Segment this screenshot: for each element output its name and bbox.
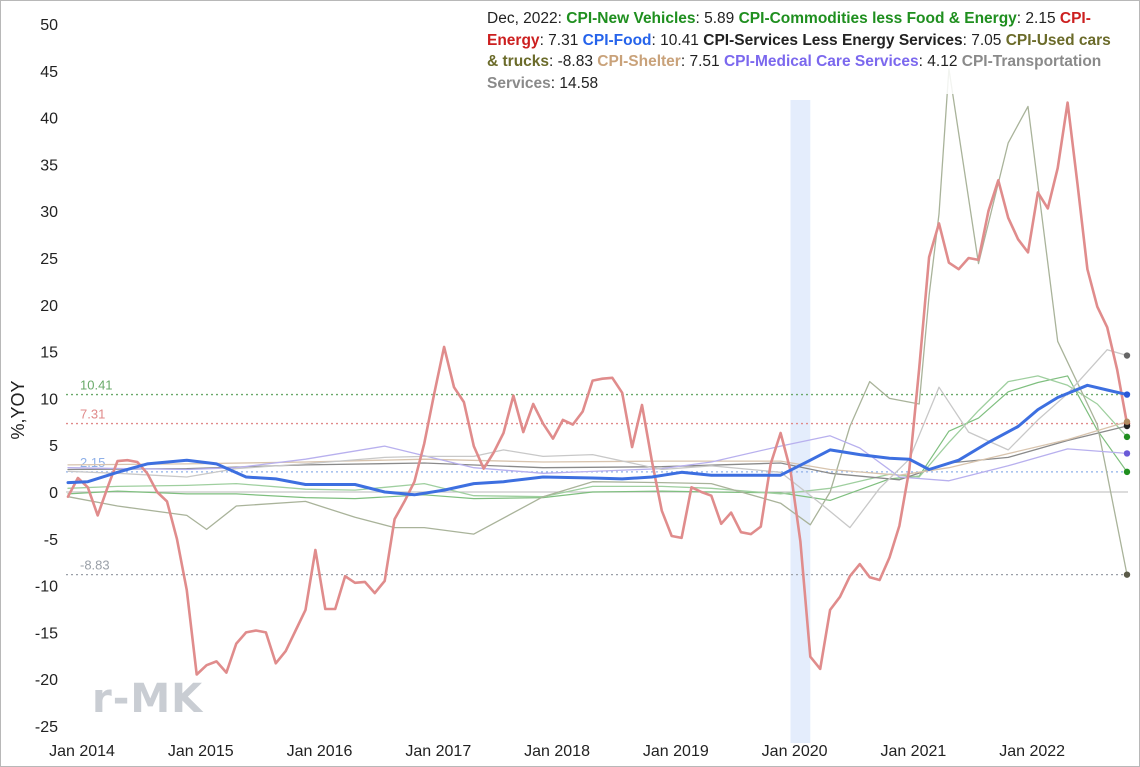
y-tick-label: 10 <box>40 391 58 408</box>
legend-date: Dec, 2022: <box>487 10 567 27</box>
legend-value-cpi-commodities-less-food-energy: : 2.15 <box>1016 10 1060 27</box>
legend-value-cpi-medical-care-services: : 4.12 <box>918 53 962 70</box>
x-tick-label: Jan 2022 <box>999 743 1065 760</box>
x-tick-label: Jan 2021 <box>880 743 946 760</box>
legend-name-cpi-new-vehicles: CPI-New Vehicles <box>566 10 696 27</box>
x-tick-label: Jan 2018 <box>524 743 590 760</box>
reference-line-label: 10.41 <box>80 378 113 393</box>
y-tick-label: -10 <box>35 579 58 596</box>
series-line-cpi-services-less-energy-services[interactable] <box>67 425 1128 481</box>
y-tick-label: 25 <box>40 251 58 268</box>
y-tick-label: 45 <box>40 64 58 81</box>
y-tick-label: -15 <box>35 625 58 642</box>
legend-name-cpi-food: CPI-Food <box>582 31 652 49</box>
legend-value-cpi-new-vehicles: : 5.89 <box>695 10 739 27</box>
legend-name-cpi-medical-care-services: CPI-Medical Care Services <box>723 53 919 70</box>
legend-value-cpi-transportation-services: : 14.58 <box>550 74 599 92</box>
y-tick-label: 0 <box>49 485 58 502</box>
y-tick-label: 30 <box>40 204 58 221</box>
y-tick-label: -25 <box>35 719 58 736</box>
y-tick-label: -20 <box>35 672 58 689</box>
x-tick-label: Jan 2015 <box>168 743 234 760</box>
y-tick-label: 5 <box>49 438 58 455</box>
series-end-marker-cpi-used-cars-trucks[interactable] <box>1123 571 1131 578</box>
legend-name-cpi-shelter: CPI-Shelter <box>597 53 681 70</box>
reference-line-label: 7.31 <box>80 407 105 422</box>
y-axis-label: %,YOY <box>8 380 28 439</box>
legend-name-cpi-services-less-energy-services: CPI-Services Less Energy Services <box>703 31 963 49</box>
series-line-cpi-new-vehicles[interactable] <box>67 375 1128 498</box>
series-end-marker-cpi-new-vehicles[interactable] <box>1123 433 1131 441</box>
reference-line-label: -8.83 <box>80 558 110 573</box>
y-tick-label: 20 <box>40 298 58 315</box>
x-tick-label: Jan 2020 <box>762 743 828 760</box>
legend-name-cpi-transportation-services: CPI-Transportation Services <box>487 53 1102 92</box>
x-tick-label: Jan 2016 <box>287 743 353 760</box>
legend-name-cpi-used-cars-trucks: CPI-Used cars & trucks <box>487 31 1111 71</box>
legend-value-cpi-services-less-energy-services: : 7.05 <box>962 31 1006 49</box>
x-tick-label: Jan 2014 <box>49 743 115 760</box>
x-tick-label: Jan 2017 <box>405 743 471 760</box>
y-tick-label: 35 <box>40 157 58 174</box>
legend-name-cpi-energy: CPI-Energy <box>487 10 1091 49</box>
chart-legend: Dec, 2022: CPI-New Vehicles: 5.89 CPI-Co… <box>487 8 1117 94</box>
series-line-cpi-used-cars-trucks[interactable] <box>67 68 1128 576</box>
series-end-marker-cpi-food[interactable] <box>1123 391 1131 398</box>
legend-value-cpi-food: : 10.41 <box>651 31 704 49</box>
series-end-marker-cpi-shelter[interactable] <box>1123 418 1131 425</box>
legend-value-cpi-energy: : 7.31 <box>539 31 583 49</box>
series-line-cpi-energy[interactable] <box>66 101 1129 676</box>
series-end-marker-cpi-transportation-services[interactable] <box>1123 352 1131 359</box>
series-line-cpi-food[interactable] <box>66 383 1129 497</box>
watermark-logo: r-MK <box>92 676 204 722</box>
series-line-cpi-transportation-services[interactable] <box>67 349 1128 529</box>
y-tick-label: 50 <box>40 17 58 34</box>
legend-value-cpi-shelter: : 7.51 <box>680 53 724 70</box>
series-line-cpi-shelter[interactable] <box>67 421 1128 476</box>
x-tick-label: Jan 2019 <box>643 743 709 760</box>
reference-line-label: 2.15 <box>80 455 105 470</box>
y-tick-label: -5 <box>44 532 58 549</box>
legend-name-cpi-commodities-less-food-energy: CPI-Commodities less Food & Energy <box>738 10 1017 27</box>
series-end-marker-cpi-commodities-less-food-energy[interactable] <box>1123 468 1131 476</box>
series-end-marker-cpi-medical-care-services[interactable] <box>1123 450 1131 457</box>
y-tick-label: 15 <box>40 345 58 362</box>
series-line-cpi-medical-care-services[interactable] <box>67 435 1128 482</box>
series-line-cpi-commodities-less-food-energy[interactable] <box>67 375 1128 501</box>
recession-shading <box>790 100 811 743</box>
legend-value-cpi-used-cars-trucks: : -8.83 <box>549 53 598 70</box>
y-tick-label: 40 <box>40 111 58 128</box>
